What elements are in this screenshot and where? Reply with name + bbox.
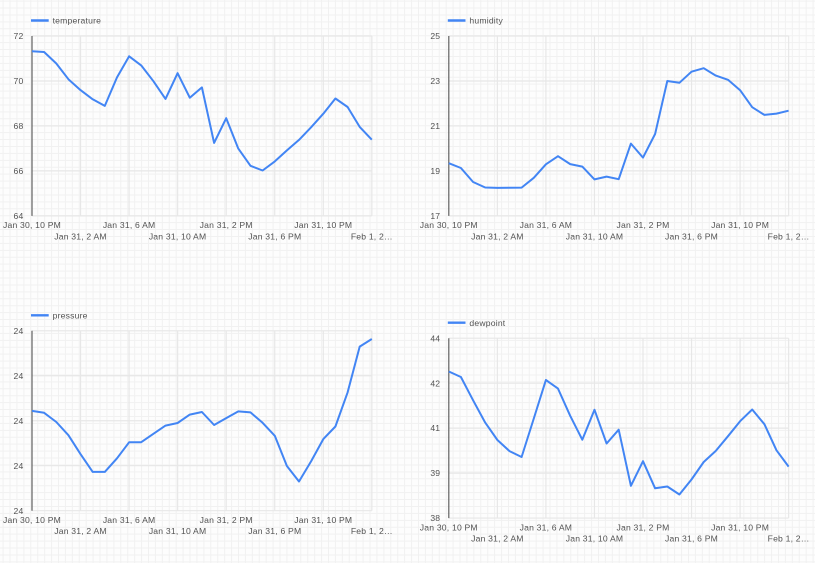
svg-text:21: 21	[430, 121, 440, 131]
svg-text:Jan 31, 6 PM: Jan 31, 6 PM	[665, 534, 718, 544]
svg-text:68: 68	[14, 121, 24, 131]
svg-text:24: 24	[14, 416, 24, 426]
svg-text:Jan 31, 2 AM: Jan 31, 2 AM	[54, 526, 107, 536]
svg-text:23: 23	[430, 76, 440, 86]
svg-text:Jan 31, 2 AM: Jan 31, 2 AM	[54, 231, 107, 241]
svg-text:24: 24	[14, 371, 24, 381]
svg-text:24: 24	[14, 506, 24, 516]
svg-text:72: 72	[14, 31, 24, 41]
svg-text:Jan 31, 10 AM: Jan 31, 10 AM	[149, 526, 207, 536]
svg-text:42: 42	[430, 378, 440, 388]
svg-text:Jan 31, 2 PM: Jan 31, 2 PM	[616, 220, 669, 230]
svg-text:Jan 31, 6 PM: Jan 31, 6 PM	[248, 231, 301, 241]
svg-text:Jan 31, 6 AM: Jan 31, 6 AM	[103, 220, 156, 230]
svg-text:Jan 30, 10 PM: Jan 30, 10 PM	[3, 515, 61, 525]
svg-text:Jan 31, 2 AM: Jan 31, 2 AM	[471, 231, 524, 241]
svg-text:17: 17	[430, 211, 440, 221]
svg-text:Jan 31, 10 PM: Jan 31, 10 PM	[294, 220, 352, 230]
svg-text:Jan 31, 6 AM: Jan 31, 6 AM	[520, 522, 573, 532]
svg-text:70: 70	[14, 76, 24, 86]
svg-text:Jan 30, 10 PM: Jan 30, 10 PM	[420, 220, 478, 230]
svg-text:Jan 31, 10 AM: Jan 31, 10 AM	[566, 231, 624, 241]
svg-text:Jan 31, 2 PM: Jan 31, 2 PM	[200, 515, 253, 525]
svg-text:Jan 31, 10 PM: Jan 31, 10 PM	[711, 220, 769, 230]
svg-text:19: 19	[430, 166, 440, 176]
svg-text:Jan 31, 10 AM: Jan 31, 10 AM	[566, 534, 624, 544]
svg-text:Jan 31, 2 PM: Jan 31, 2 PM	[200, 220, 253, 230]
svg-text:Jan 31, 10 AM: Jan 31, 10 AM	[149, 231, 207, 241]
svg-text:64: 64	[14, 211, 24, 221]
svg-text:Jan 31, 6 PM: Jan 31, 6 PM	[248, 526, 301, 536]
svg-text:41: 41	[430, 423, 440, 433]
svg-text:24: 24	[14, 326, 24, 336]
svg-text:humidity: humidity	[469, 16, 503, 26]
svg-text:Jan 31, 6 AM: Jan 31, 6 AM	[103, 515, 156, 525]
svg-text:Jan 31, 2 AM: Jan 31, 2 AM	[471, 534, 524, 544]
svg-text:38: 38	[430, 513, 440, 523]
svg-text:39: 39	[430, 468, 440, 478]
svg-text:Feb 1, 2…: Feb 1, 2…	[351, 231, 393, 241]
svg-text:Jan 31, 10 PM: Jan 31, 10 PM	[711, 522, 769, 532]
svg-text:Feb 1, 2…: Feb 1, 2…	[351, 526, 393, 536]
svg-text:44: 44	[430, 333, 440, 343]
svg-text:dewpoint: dewpoint	[469, 318, 505, 328]
svg-text:Feb 1, 2…: Feb 1, 2…	[768, 534, 810, 544]
svg-text:pressure: pressure	[53, 310, 88, 320]
svg-text:Jan 31, 2 PM: Jan 31, 2 PM	[616, 522, 669, 532]
svg-text:Jan 31, 10 PM: Jan 31, 10 PM	[294, 515, 352, 525]
svg-text:Jan 30, 10 PM: Jan 30, 10 PM	[3, 220, 61, 230]
svg-text:Jan 31, 6 AM: Jan 31, 6 AM	[520, 220, 573, 230]
svg-text:Jan 30, 10 PM: Jan 30, 10 PM	[420, 522, 478, 532]
svg-text:25: 25	[430, 31, 440, 41]
svg-text:Jan 31, 6 PM: Jan 31, 6 PM	[665, 231, 718, 241]
svg-text:temperature: temperature	[53, 16, 102, 26]
svg-text:24: 24	[14, 461, 24, 471]
svg-text:66: 66	[14, 166, 24, 176]
svg-text:Feb 1, 2…: Feb 1, 2…	[768, 231, 810, 241]
